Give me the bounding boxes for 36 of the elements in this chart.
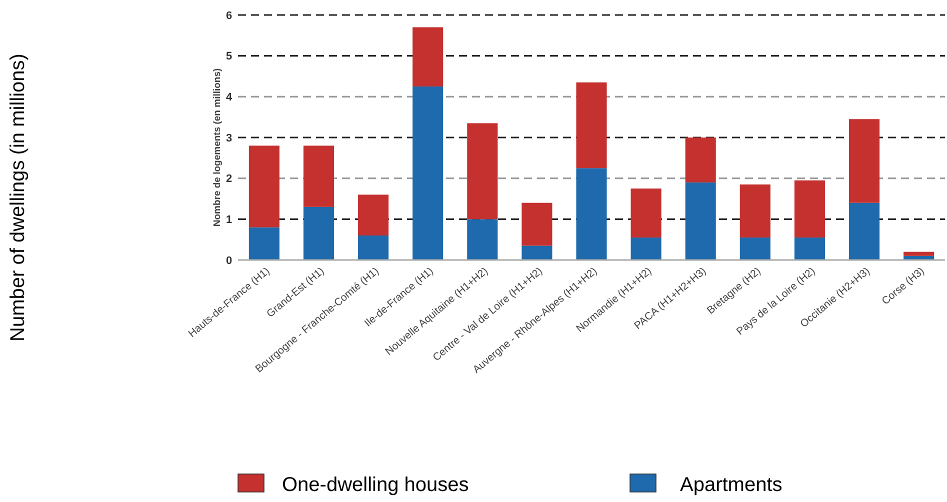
bar [904,252,934,256]
bar [848,119,880,203]
bar [685,138,716,182]
y-tick-label: 6 [226,10,232,22]
bar [358,194,389,236]
y-tick-label: 0 [226,254,232,267]
bar [740,184,770,238]
bar [303,206,334,260]
bar [412,27,444,86]
y-axis-title: Nombre de logements (en millions) [212,68,223,227]
bar [358,236,389,260]
bar [630,188,662,238]
bar [685,182,716,260]
bar [794,180,825,238]
y-tick-label: 5 [226,50,232,63]
bar [576,168,607,260]
y-tick-label: 1 [226,214,232,226]
bar [248,146,280,228]
y-tick-label: 4 [226,92,233,104]
bar [576,82,607,168]
bar [740,238,770,260]
bar [630,238,662,260]
bar [467,219,498,260]
y-tick-label: 2 [226,173,232,186]
legend-label: Apartments [680,474,782,496]
bar [248,227,280,260]
bar [522,246,552,260]
bar [303,146,334,207]
bar [522,202,552,246]
text: Number of dwellings (in millions) [7,54,29,342]
legend-label: One-dwelling houses [282,474,469,496]
bar [794,238,825,260]
bar [467,123,498,220]
bar [412,86,444,260]
y-tick-label: 3 [226,132,232,144]
bar [848,202,880,260]
